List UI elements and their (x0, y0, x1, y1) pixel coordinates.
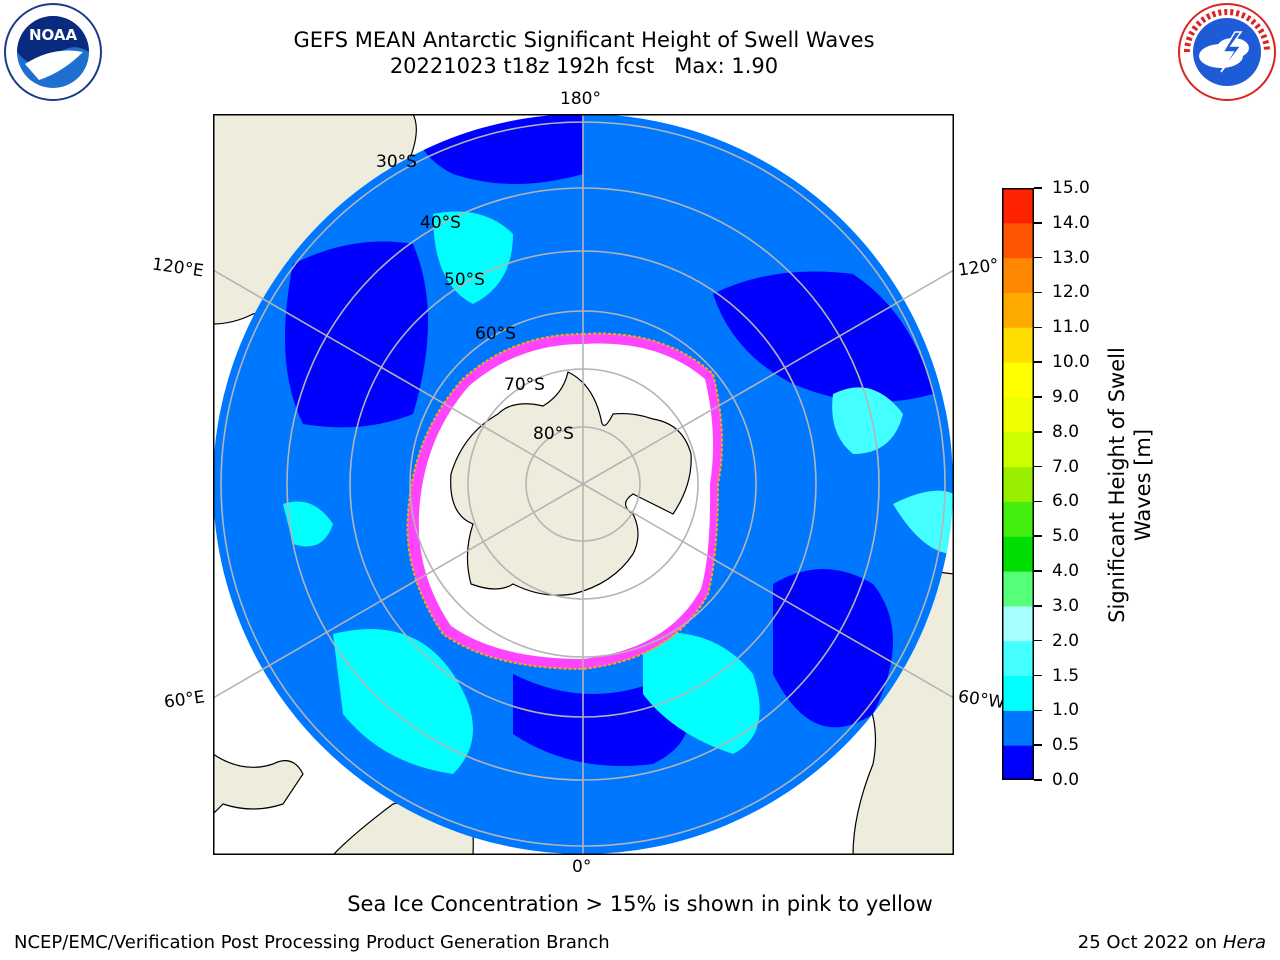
colorbar-tick-label: 3.0 (1052, 595, 1080, 616)
colorbar-tick-label: 11.0 (1052, 317, 1090, 338)
lon-label-60w: 60°W (956, 686, 1007, 714)
colorbar-tick (1034, 500, 1042, 503)
colorbar-tick (1034, 535, 1042, 537)
colorbar-tick (1034, 570, 1042, 572)
colorbar-tick (1034, 396, 1042, 398)
colorbar-tick (1034, 361, 1042, 363)
swell-region-cyan (643, 632, 760, 754)
colorbar-tick (1034, 465, 1042, 468)
land-antarctica (450, 371, 692, 596)
colorbar-segment (1002, 292, 1034, 328)
colorbar-tick (1034, 639, 1042, 642)
nws-logo (1178, 3, 1276, 101)
swell-region-low (713, 271, 933, 402)
swell-region-low (773, 569, 893, 728)
colorbar-segment (1002, 362, 1034, 398)
colorbar-segment (1002, 188, 1034, 224)
lat-label-50s: 50°S (444, 270, 485, 290)
colorbar-segment (1002, 571, 1034, 607)
colorbar-segment (1002, 501, 1034, 537)
lat-label-40s: 40°S (420, 213, 461, 233)
colorbar-segment (1002, 466, 1034, 502)
lat-label-30s: 30°S (376, 152, 417, 172)
colorbar-tick (1034, 674, 1042, 677)
colorbar-tick-label: 15.0 (1052, 178, 1090, 198)
colorbar-segment (1002, 605, 1034, 642)
lon-label-120e: 120°E (150, 254, 205, 282)
colorbar-tick (1034, 779, 1042, 781)
footer-date-text: 25 Oct 2022 on (1077, 932, 1218, 953)
svg-text:NOAA: NOAA (29, 26, 78, 44)
colorbar-label: Significant Height of Swell Waves [m] (1105, 347, 1155, 623)
sea-ice-note: Sea Ice Concentration > 15% is shown in … (347, 892, 933, 916)
colorbar-tick-label: 6.0 (1052, 491, 1080, 512)
colorbar-segment (1002, 431, 1034, 468)
colorbar (1002, 188, 1034, 780)
colorbar-segment (1002, 675, 1034, 711)
colorbar-tick-label: 12.0 (1052, 282, 1090, 303)
swell-region-low (513, 674, 689, 766)
lon-label-180: 180° (560, 89, 601, 109)
colorbar-tick (1034, 431, 1042, 433)
colorbar-tick-label: 5.0 (1052, 526, 1080, 547)
colorbar-tick-label: 14.0 (1052, 212, 1090, 233)
lat-label-70s: 70°S (504, 375, 545, 395)
colorbar-segment (1002, 257, 1034, 293)
colorbar-tick (1034, 256, 1042, 259)
colorbar-tick (1034, 222, 1042, 224)
swell-region-cyan (433, 211, 513, 304)
colorbar-tick-label: 0.5 (1052, 735, 1080, 756)
swell-region-low (285, 241, 428, 428)
colorbar-segment (1002, 745, 1034, 780)
colorbar-tick-label: 1.0 (1052, 700, 1080, 721)
colorbar-tick (1034, 605, 1042, 607)
lat-label-80s: 80°S (533, 424, 574, 444)
colorbar-segment (1002, 222, 1034, 259)
colorbar-tick-label: 10.0 (1052, 352, 1090, 373)
colorbar-tick (1034, 291, 1042, 294)
colorbar-tick-label: 4.0 (1052, 561, 1080, 582)
lon-label-0: 0° (572, 857, 592, 877)
colorbar-segment (1002, 396, 1034, 433)
colorbar-tick-label: 13.0 (1052, 247, 1090, 268)
swell-region-cyan (333, 629, 473, 774)
colorbar-tick (1034, 326, 1042, 329)
polar-map (213, 114, 954, 855)
noaa-logo: NOAA (4, 3, 102, 101)
swell-region-cyan (893, 490, 953, 554)
colorbar-tick-label: 9.0 (1052, 386, 1080, 407)
colorbar-tick-label: 7.0 (1052, 456, 1080, 477)
colorbar-tick (1034, 709, 1042, 712)
colorbar-segment (1002, 327, 1034, 363)
colorbar-tick-label: 8.0 (1052, 421, 1080, 442)
colorbar-tick-label: 1.5 (1052, 665, 1080, 686)
footer-machine: Hera (1222, 932, 1266, 953)
colorbar-segment (1002, 536, 1034, 572)
footer-date: 25 Oct 2022 on Hera (1078, 932, 1266, 954)
colorbar-segment (1002, 710, 1034, 746)
land-africa (213, 753, 304, 815)
chart-title: GEFS MEAN Antarctic Significant Height o… (293, 28, 875, 52)
colorbar-tick (1034, 744, 1042, 746)
colorbar-tick (1034, 187, 1042, 189)
chart-subtitle: 20221023 t18z 192h fcst Max: 1.90 (389, 54, 779, 78)
colorbar-border (1002, 188, 1034, 780)
colorbar-segment (1002, 640, 1034, 677)
colorbar-tick-label: 0.0 (1052, 770, 1080, 790)
footer-credit: NCEP/EMC/Verification Post Processing Pr… (14, 932, 610, 953)
colorbar-tick-label: 2.0 (1052, 630, 1080, 651)
swell-region-cyan (283, 501, 333, 547)
lon-label-60e: 60°E (162, 687, 207, 713)
lon-label-120w: 120° (956, 255, 1001, 281)
lat-label-60s: 60°S (475, 324, 516, 344)
swell-region-cyan (832, 387, 903, 454)
